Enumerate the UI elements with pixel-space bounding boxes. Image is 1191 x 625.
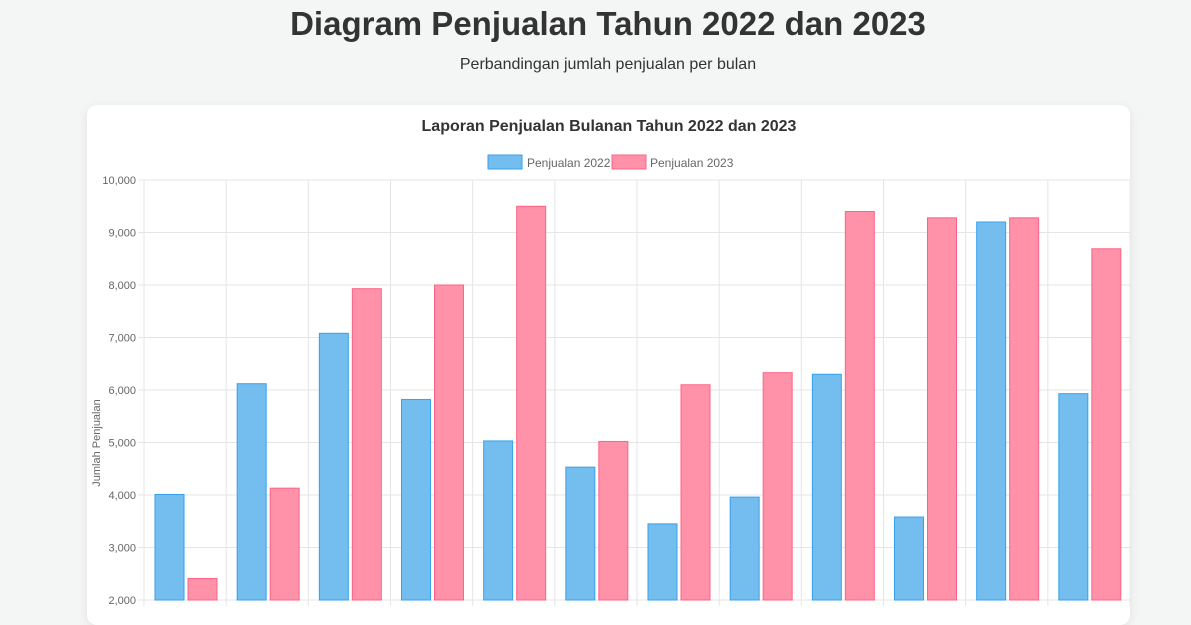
- bar-penjualan-2022[interactable]: [154, 493, 185, 601]
- y-tick-label: 9,000: [108, 228, 136, 240]
- bar-penjualan-2023[interactable]: [516, 205, 547, 601]
- bar-penjualan-2023[interactable]: [351, 288, 382, 601]
- y-axis-label: Jumlah Penjualan: [91, 399, 103, 486]
- legend-swatch-2023: [611, 154, 647, 170]
- bar-penjualan-2022[interactable]: [811, 373, 842, 601]
- bars-layer: [154, 205, 1122, 601]
- bar-penjualan-2023[interactable]: [1009, 217, 1040, 601]
- page-title: Diagram Penjualan Tahun 2022 dan 2023: [290, 5, 926, 42]
- axis-layer: 2,000 3,000 4,000 5,000 6,000 7,000 8,000 9,000…: [102, 175, 136, 607]
- legend-item-2023[interactable]: Penjualan 2023: [611, 154, 734, 170]
- bar-penjualan-2023[interactable]: [187, 577, 218, 601]
- bar-penjualan-2023[interactable]: [1091, 248, 1122, 601]
- y-tick-label: 5,000: [108, 438, 136, 450]
- bar-penjualan-2023[interactable]: [598, 440, 629, 601]
- bar-penjualan-2022[interactable]: [894, 516, 924, 601]
- bar-penjualan-2022[interactable]: [401, 398, 431, 601]
- sales-bar-chart: 2,000 3,000 4,000 5,000 6,000 7,000 8,000 9,000…: [91, 118, 1130, 607]
- page-subtitle: Perbandingan jumlah penjualan per bulan: [459, 56, 757, 73]
- grid-layer: [138, 179, 1130, 606]
- y-tick-label: 6,000: [108, 385, 136, 397]
- bar-penjualan-2022[interactable]: [1058, 393, 1089, 601]
- chart-title: Laporan Penjualan Bulanan Tahun 2022 dan…: [422, 118, 797, 135]
- bar-penjualan-2023[interactable]: [762, 372, 793, 601]
- bar-penjualan-2023[interactable]: [844, 211, 875, 601]
- legend-label-2023: Penjualan 2023: [650, 156, 734, 170]
- legend-swatch-2022: [487, 154, 523, 170]
- bar-penjualan-2022[interactable]: [647, 523, 678, 601]
- legend-label-2022: Penjualan 2022: [527, 156, 611, 170]
- y-tick-label: 10,000: [102, 175, 136, 187]
- bar-penjualan-2022[interactable]: [729, 496, 760, 601]
- chart-legend: Penjualan 2022 Penjualan 2023: [487, 154, 734, 170]
- bar-penjualan-2022[interactable]: [318, 332, 349, 601]
- bar-penjualan-2023[interactable]: [680, 384, 711, 601]
- bar-penjualan-2023[interactable]: [927, 217, 957, 601]
- y-tick-label: 3,000: [108, 543, 136, 555]
- bar-penjualan-2022[interactable]: [483, 440, 514, 601]
- legend-item-2022[interactable]: Penjualan 2022: [487, 154, 611, 170]
- y-tick-label: 7,000: [108, 333, 136, 345]
- bar-penjualan-2022[interactable]: [565, 466, 596, 601]
- y-tick-label: 8,000: [108, 280, 136, 292]
- chart-card: 2,000 3,000 4,000 5,000 6,000 7,000 8,000 9,000…: [87, 105, 1130, 625]
- bar-penjualan-2023[interactable]: [269, 487, 300, 601]
- bar-penjualan-2022[interactable]: [236, 383, 267, 601]
- bar-penjualan-2023[interactable]: [434, 284, 464, 601]
- y-tick-label: 2,000: [108, 595, 136, 607]
- y-tick-label: 4,000: [108, 490, 136, 502]
- bar-penjualan-2022[interactable]: [976, 221, 1007, 601]
